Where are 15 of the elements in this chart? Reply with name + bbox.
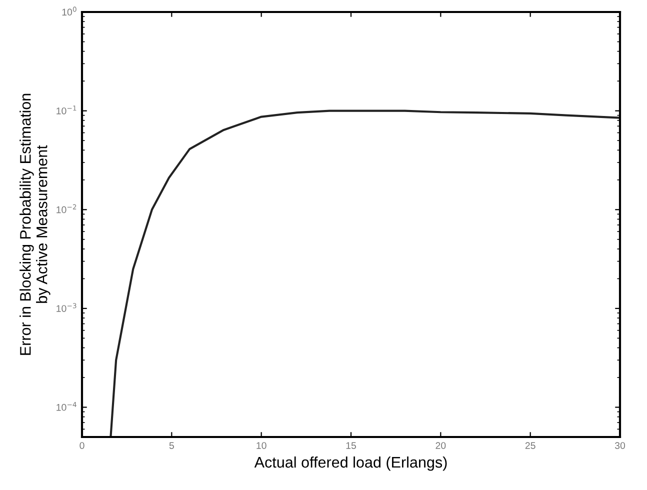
x-tick-label: 30: [614, 442, 626, 449]
y-tick-label: 10$^{−2}$: [56, 204, 76, 214]
x-tick-label: 20: [436, 442, 446, 449]
y-tick-label: 10$^{−4}$: [56, 402, 76, 411]
x-axis-title: Actual offered load (Erlangs): [254, 456, 447, 471]
x-tick-label: 5: [169, 442, 174, 449]
x-tick-label: 25: [525, 442, 536, 449]
y-tick-label: 10$^{0}$: [62, 6, 76, 16]
x-tick-label: 10: [256, 442, 266, 449]
x-tick-label: 15: [346, 442, 356, 449]
y-tick-label: 10$^{−1}$: [56, 106, 76, 114]
x-tick-label: 0: [80, 442, 84, 449]
y-axis-title: Error in Blocking Probability Estimation by Active Measurement: [20, 94, 50, 355]
line-series: [110, 110, 620, 437]
y-tick-label: 10$^{−3}$: [56, 303, 76, 312]
